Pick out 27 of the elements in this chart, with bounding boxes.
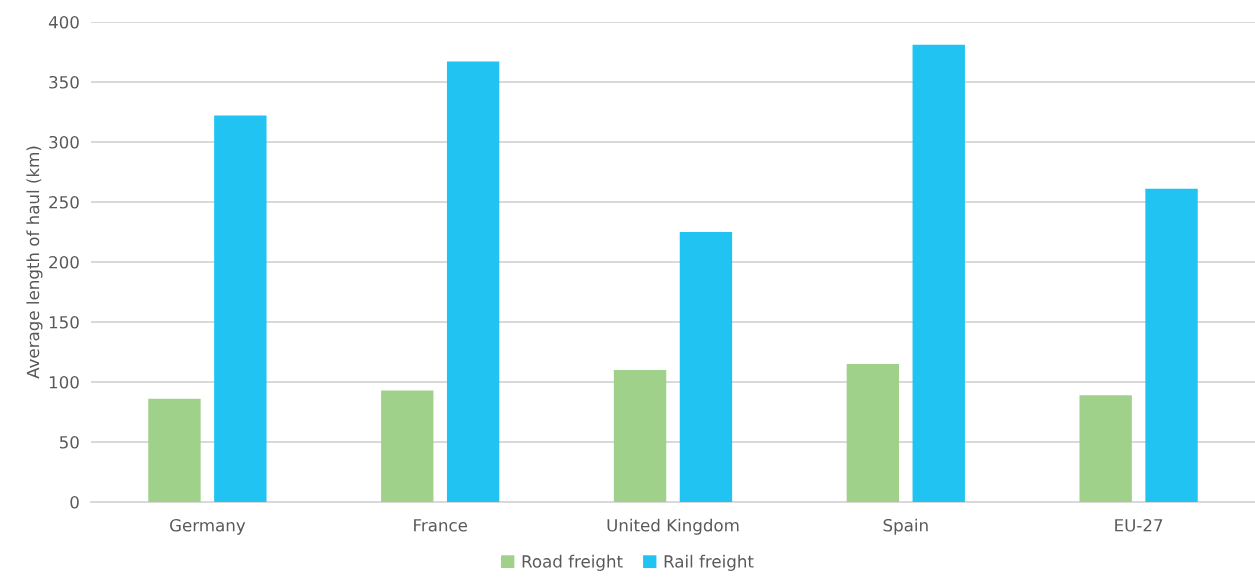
y-tick-label: 0 bbox=[70, 495, 79, 509]
bar bbox=[1145, 188, 1198, 502]
y-tick-label: 50 bbox=[59, 435, 79, 449]
legend-label: Road freight bbox=[522, 554, 623, 571]
bar bbox=[214, 115, 267, 502]
bar bbox=[1079, 395, 1132, 502]
bar bbox=[381, 390, 434, 502]
x-tick-label: Germany bbox=[170, 518, 246, 535]
bar bbox=[912, 44, 965, 502]
bar bbox=[148, 398, 201, 502]
x-tick-label: Spain bbox=[883, 518, 928, 535]
legend-label: Rail freight bbox=[664, 554, 754, 571]
x-tick-label: United Kingdom bbox=[607, 518, 739, 535]
x-tick-label: EU-27 bbox=[1115, 518, 1163, 532]
y-tick-label: 350 bbox=[49, 75, 79, 89]
x-tick-label: France bbox=[414, 519, 468, 532]
y-tick-label: 400 bbox=[48, 15, 79, 29]
y-axis-title: Average length of haul (km) bbox=[26, 146, 43, 379]
bar bbox=[446, 61, 500, 502]
y-tick-label: 200 bbox=[49, 255, 79, 269]
y-tick-label: 250 bbox=[49, 195, 79, 209]
y-tick-label: 100 bbox=[49, 375, 79, 389]
bar bbox=[846, 364, 900, 502]
bar bbox=[613, 370, 667, 502]
y-tick-label: 150 bbox=[49, 315, 79, 329]
bar bbox=[679, 232, 733, 502]
y-tick-label: 300 bbox=[49, 135, 79, 149]
